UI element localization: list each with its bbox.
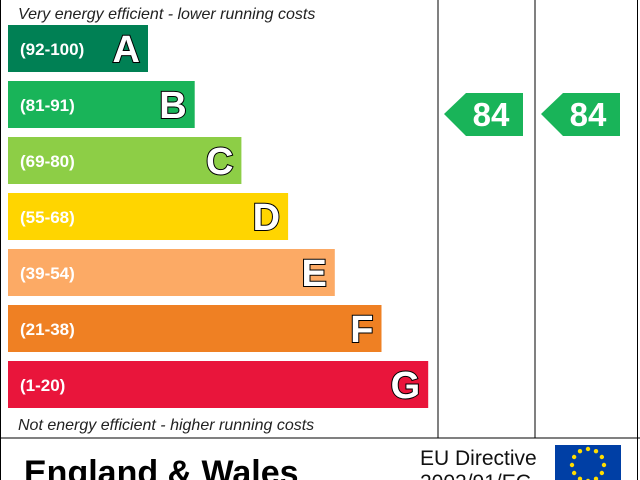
directive: EU Directive xyxy=(420,447,537,470)
eu-star xyxy=(601,462,607,468)
band-letter: C xyxy=(206,141,233,183)
band-range: (92-100) xyxy=(20,40,84,59)
rating-arrow xyxy=(444,93,523,136)
band-letter: A xyxy=(113,29,140,71)
rating-arrow xyxy=(541,93,620,136)
band-range: (55-68) xyxy=(20,208,75,227)
eu-star xyxy=(593,476,599,480)
band-bar xyxy=(8,361,429,408)
eu-star xyxy=(585,446,591,452)
band-bar xyxy=(8,249,335,296)
eu-star xyxy=(577,448,583,454)
top-note: Very energy efficient - lower running co… xyxy=(18,6,315,23)
band-range: (69-80) xyxy=(20,152,75,171)
rating-value: 84 xyxy=(473,96,510,133)
directive-code: 2002/91/EC xyxy=(420,471,531,480)
eu-star xyxy=(599,470,605,476)
band-range: (39-54) xyxy=(20,264,75,283)
rating-value: 84 xyxy=(570,96,607,133)
country: England & Wales xyxy=(24,454,299,480)
band-range: (1-20) xyxy=(20,376,65,395)
band-bar xyxy=(8,25,148,72)
band-range: (81-91) xyxy=(20,96,75,115)
band-letter: B xyxy=(159,85,186,127)
band-bar xyxy=(8,137,242,184)
eu-star xyxy=(593,448,599,454)
band-letter: E xyxy=(301,253,326,295)
band-bar xyxy=(8,193,289,240)
eu-star xyxy=(569,462,575,468)
band-range: (21-38) xyxy=(20,320,75,339)
eu-star xyxy=(599,454,605,460)
band-letter: G xyxy=(391,365,421,407)
eu-stars xyxy=(569,446,607,480)
band-bar xyxy=(8,305,382,352)
eu-star xyxy=(571,454,577,460)
eu-star xyxy=(577,476,583,480)
band-bar xyxy=(8,81,195,128)
eu-star xyxy=(571,470,577,476)
band-letter: D xyxy=(253,197,280,239)
band-letter: F xyxy=(350,309,373,351)
bottom-note: Not energy efficient - higher running co… xyxy=(18,417,314,434)
